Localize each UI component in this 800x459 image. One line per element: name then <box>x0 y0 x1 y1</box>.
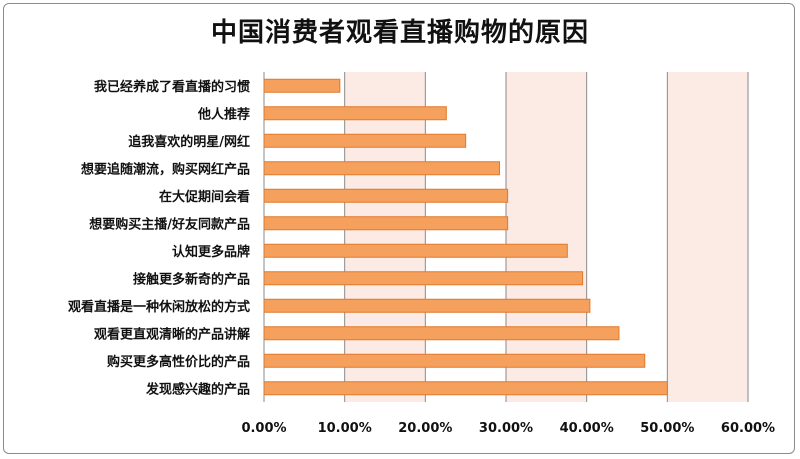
bar <box>263 326 620 341</box>
category-label: 想要购买主播/好友同款产品 <box>89 216 250 232</box>
category-label: 我已经养成了看直播的习惯 <box>94 79 250 95</box>
category-label: 认知更多品牌 <box>172 244 250 260</box>
category-label: 购买更多高性价比的产品 <box>107 354 250 370</box>
x-tick-label: 60.00% <box>721 421 775 436</box>
bar <box>263 353 646 368</box>
category-label: 观看直播是一种休闲放松的方式 <box>68 299 250 315</box>
bar <box>263 271 584 286</box>
chart-title: 中国消费者观看直播购物的原因 <box>210 18 589 48</box>
bar <box>263 188 509 203</box>
x-tick-label: 20.00% <box>398 421 452 436</box>
category-label: 追我喜欢的明星/网红 <box>128 134 250 150</box>
bar <box>263 106 447 121</box>
x-tick-label: 30.00% <box>479 421 533 436</box>
plot-band <box>667 72 748 402</box>
category-label: 发现感兴趣的产品 <box>145 381 250 397</box>
category-label: 想要追随潮流，购买网红产品 <box>81 161 250 177</box>
category-label: 接触更多新奇的产品 <box>133 271 250 287</box>
bar <box>263 216 509 231</box>
bar <box>263 161 501 176</box>
plot-band <box>344 72 426 402</box>
bar <box>263 243 568 258</box>
bar <box>263 78 341 93</box>
x-tick-label: 50.00% <box>640 421 694 436</box>
bar <box>263 133 467 148</box>
x-tick-label: 0.00% <box>241 421 286 436</box>
plot-band <box>506 72 587 402</box>
bar <box>263 381 668 396</box>
category-label: 在大促期间会看 <box>159 189 250 205</box>
category-label: 他人推荐 <box>197 106 250 122</box>
x-tick-label: 10.00% <box>318 421 372 436</box>
category-label: 观看更直观清晰的产品讲解 <box>94 326 250 342</box>
x-tick-label: 40.00% <box>560 421 614 436</box>
bar <box>263 298 591 313</box>
